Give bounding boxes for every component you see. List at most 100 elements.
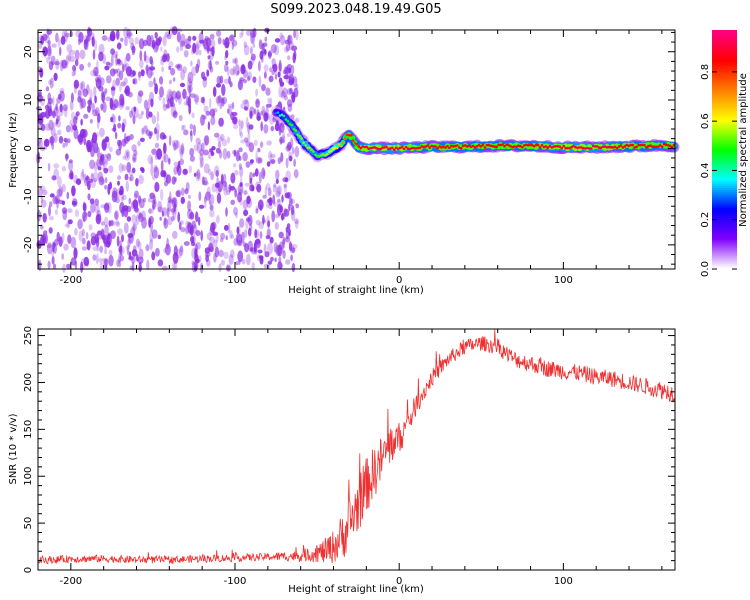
- heatmap-cell: [242, 79, 248, 84]
- snr-line: [37, 329, 676, 565]
- heatmap-cell: [263, 263, 269, 269]
- signal-track-point: [467, 144, 471, 148]
- heatmap-cell: [188, 86, 192, 98]
- heatmap-cell: [52, 96, 55, 106]
- heatmap-cell: [87, 99, 93, 106]
- heatmap-cell: [90, 119, 93, 124]
- heatmap-cell: [80, 261, 84, 273]
- heatmap-cell: [171, 26, 178, 36]
- heatmap-cell: [265, 235, 271, 240]
- heatmap-cell: [170, 199, 175, 204]
- signal-track-point: [479, 145, 483, 148]
- heatmap-cell: [262, 42, 268, 47]
- heatmap-cell: [124, 56, 127, 68]
- signal-track-point: [481, 143, 485, 147]
- heatmap-cell: [176, 165, 180, 173]
- heatmap-cell: [38, 138, 43, 150]
- x-axis-ticks: -200 -100 0 100: [37, 30, 663, 286]
- heatmap-cell: [160, 55, 167, 63]
- heatmap-cell: [231, 42, 234, 50]
- heatmap-cell: [61, 184, 66, 193]
- heatmap-cell: [249, 220, 253, 231]
- heatmap-cell: [240, 120, 244, 129]
- heatmap-cell: [242, 241, 246, 248]
- colorbar-step: [712, 201, 737, 204]
- heatmap-cell: [77, 134, 84, 143]
- heatmap-cell: [232, 124, 239, 130]
- heatmap-cell: [116, 259, 120, 267]
- heatmap-cell: [176, 32, 181, 43]
- heatmap-cell: [83, 173, 87, 183]
- heatmap-cell: [246, 197, 253, 209]
- heatmap-cell: [51, 256, 55, 265]
- heatmap-cell: [154, 127, 157, 135]
- heatmap-cell: [207, 151, 212, 160]
- heatmap-cell: [226, 66, 230, 77]
- heatmap-cell: [235, 150, 240, 162]
- y-tick-label: -20: [23, 237, 34, 253]
- heatmap-cell: [113, 98, 119, 109]
- heatmap-cell: [38, 43, 43, 49]
- heatmap-cell: [270, 256, 274, 262]
- colorbar-step: [712, 247, 737, 250]
- snr-chart: -200 -100 0 100 0 50 100 150 200 250 Height of s…: [8, 326, 676, 595]
- heatmap-cell: [171, 207, 175, 216]
- heatmap-cell: [101, 221, 105, 226]
- heatmap-cell: [274, 222, 279, 230]
- heatmap-cell: [132, 245, 137, 252]
- heatmap-cell: [194, 95, 199, 106]
- signal-track-point: [493, 145, 497, 148]
- heatmap-cell: [286, 63, 292, 70]
- heatmap-cell: [228, 254, 234, 265]
- heatmap-cell: [257, 147, 261, 153]
- heatmap-cell: [270, 125, 275, 132]
- heatmap-cell: [48, 42, 51, 55]
- heatmap-cell: [67, 208, 73, 214]
- heatmap-cell: [267, 228, 271, 238]
- heatmap-cell: [115, 197, 120, 204]
- x-tick-label: -100: [224, 576, 247, 587]
- heatmap-cell: [93, 177, 97, 182]
- heatmap-cell: [286, 191, 292, 199]
- heatmap-cell: [242, 199, 248, 210]
- heatmap-cell: [216, 75, 222, 85]
- heatmap-cell: [210, 116, 216, 126]
- heatmap-cell: [279, 139, 286, 144]
- colorbar-step: [712, 209, 737, 212]
- signal-track-point: [523, 144, 526, 147]
- heatmap-cell: [134, 36, 140, 45]
- heatmap-cell: [192, 35, 197, 41]
- y-axis-ticks: -20 -10 0 10 20: [23, 31, 675, 265]
- signal-track-point: [487, 143, 491, 147]
- heatmap-cell: [201, 176, 205, 186]
- heatmap-cell: [93, 86, 97, 98]
- signal-track-point: [471, 144, 475, 148]
- signal-track-point: [469, 145, 473, 149]
- heatmap-cell: [280, 34, 286, 46]
- heatmap-cell: [255, 205, 259, 211]
- heatmap-cell: [294, 117, 300, 123]
- heatmap-cell: [141, 167, 145, 173]
- heatmap-cell: [89, 159, 96, 170]
- x-tick-label: 100: [554, 275, 573, 286]
- heatmap-cell: [189, 123, 194, 130]
- heatmap-cell: [91, 36, 95, 47]
- heatmap-cell: [163, 247, 167, 254]
- heatmap-cell: [102, 161, 105, 166]
- heatmap-cell: [278, 136, 285, 144]
- x-axis-label: Height of straight line (km): [288, 285, 424, 296]
- heatmap-cell: [116, 58, 121, 65]
- heatmap-cell: [132, 78, 136, 85]
- colorbar-step: [712, 95, 737, 99]
- heatmap-cell: [249, 106, 255, 117]
- signal-track-point: [446, 144, 449, 148]
- heatmap-cell: [109, 30, 116, 42]
- heatmap-cell: [279, 205, 283, 213]
- heatmap-cell: [214, 132, 220, 138]
- colorbar-step: [712, 129, 737, 133]
- heatmap-cell: [262, 194, 267, 199]
- colorbar-step: [712, 243, 737, 246]
- heatmap-cell: [282, 130, 285, 140]
- heatmap-cell: [115, 77, 120, 87]
- heatmap-cell: [59, 87, 65, 94]
